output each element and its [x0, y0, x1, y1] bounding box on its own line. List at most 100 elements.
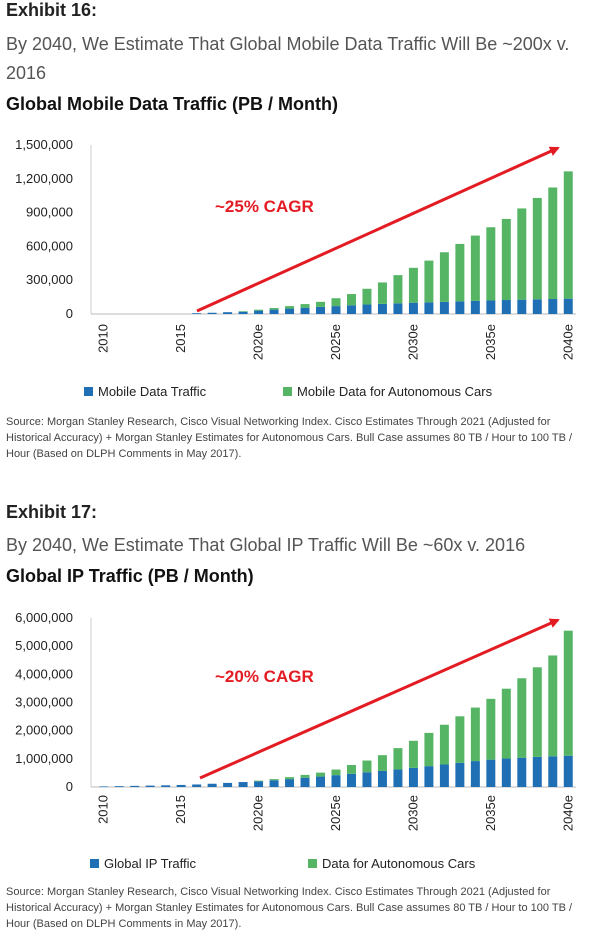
y-tick-label: 0 [66, 779, 73, 794]
bar-autonomous [300, 304, 310, 308]
exhibit-label: Exhibit 17: [6, 502, 98, 522]
bar-autonomous [501, 688, 511, 759]
x-tick-label: 2035e [483, 795, 498, 831]
bar-autonomous [377, 755, 387, 771]
exhibit-17: Exhibit 17: By 2040, We Estimate That Gl… [0, 470, 594, 935]
bar-traffic [207, 312, 217, 314]
y-tick-label: 300,000 [26, 272, 73, 287]
x-tick-label: 2040e [560, 795, 575, 831]
bar-autonomous [563, 171, 573, 299]
bar-traffic [114, 786, 124, 787]
bar-traffic [145, 785, 155, 787]
bar-autonomous [517, 678, 527, 758]
legend-label: Data for Autonomous Cars [322, 856, 476, 871]
bar-autonomous [517, 208, 527, 300]
cagr-annotation: ~25% CAGR [215, 197, 314, 216]
legend-swatch [308, 859, 317, 868]
mobile-data-traffic-chart: 0 300,000 600,000 900,000 1,200,000 1,500,000… [15, 137, 576, 399]
bar-traffic [470, 300, 480, 314]
bar-traffic [316, 306, 326, 314]
legend-label: Global IP Traffic [104, 856, 197, 871]
bar-autonomous [532, 667, 542, 757]
bar-traffic [548, 299, 558, 314]
bar-autonomous [316, 772, 326, 777]
legend-label: Mobile Data for Autonomous Cars [297, 384, 493, 399]
bar-autonomous [470, 235, 480, 301]
bar-traffic [439, 301, 449, 314]
bar-traffic [424, 302, 434, 314]
bar-autonomous [501, 218, 511, 301]
chart-title: Global Mobile Data Traffic (PB / Month) [6, 94, 339, 114]
bar-autonomous [331, 298, 341, 307]
bar-traffic [285, 308, 295, 314]
bar-traffic [316, 776, 326, 787]
bar-traffic [455, 301, 465, 314]
bar-traffic [223, 782, 233, 787]
source-note: Source: Morgan Stanley Research, Cisco V… [6, 886, 573, 930]
bar-traffic [393, 303, 403, 314]
bar-traffic [501, 758, 511, 787]
bar-autonomous [532, 197, 542, 300]
bar-traffic [331, 775, 341, 787]
bar-autonomous [254, 309, 264, 311]
bar-traffic [238, 782, 248, 787]
growth-arrow [199, 618, 560, 780]
bar-autonomous [563, 630, 573, 756]
bar-traffic [207, 783, 217, 787]
bar-traffic [346, 305, 356, 314]
x-tick-label: 2030e [405, 795, 420, 831]
y-tick-label: 1,000,000 [15, 751, 73, 766]
x-tick-label: 2030e [405, 324, 420, 360]
bar-traffic [517, 757, 527, 787]
x-tick-label: 2035e [483, 324, 498, 360]
legend-swatch [283, 387, 292, 396]
y-tick-label: 6,000,000 [15, 610, 73, 625]
bar-traffic [377, 303, 387, 314]
bar-autonomous [548, 655, 558, 757]
bar-traffic [455, 762, 465, 787]
bar-traffic [393, 769, 403, 787]
legend-swatch [84, 387, 93, 396]
bar-traffic [130, 785, 140, 787]
bar-traffic [517, 299, 527, 314]
bar-traffic [408, 767, 418, 787]
bar-traffic [408, 302, 418, 314]
bar-traffic [269, 780, 279, 787]
bar-autonomous [285, 777, 295, 780]
legend-swatch [90, 859, 99, 868]
bar-autonomous [346, 294, 356, 306]
bar-traffic [362, 304, 372, 314]
bar-autonomous [300, 774, 310, 778]
bar-autonomous [393, 275, 403, 304]
bar-autonomous [269, 308, 279, 310]
bar-autonomous [486, 698, 496, 760]
ip-traffic-chart: 0 1,000,000 2,000,000 3,000,000 4,000,000 5,0… [15, 610, 576, 871]
bar-traffic [99, 786, 109, 788]
x-tick-label: 2040e [560, 324, 575, 360]
bar-traffic [192, 784, 202, 787]
y-tick-label: 5,000,000 [15, 638, 73, 653]
bar-traffic [238, 311, 248, 314]
y-tick-label: 3,000,000 [15, 695, 73, 710]
bar-autonomous [408, 267, 418, 303]
exhibit-label: Exhibit 16: [6, 0, 98, 20]
bar-autonomous [269, 779, 279, 781]
bar-autonomous [455, 716, 465, 763]
y-tick-label: 600,000 [26, 238, 73, 253]
bar-traffic [424, 766, 434, 787]
bar-traffic [300, 307, 310, 314]
x-tick-label: 2010 [96, 795, 111, 824]
bar-autonomous [470, 707, 480, 762]
bar-autonomous [362, 760, 372, 773]
x-tick-label: 2025e [328, 324, 343, 360]
bar-traffic [470, 761, 480, 787]
bar-traffic [563, 755, 573, 787]
bar-autonomous [316, 301, 326, 307]
bar-autonomous [377, 282, 387, 304]
bar-autonomous [238, 311, 248, 312]
x-tick-label: 2010 [96, 324, 111, 353]
bar-traffic [331, 306, 341, 314]
legend-label: Mobile Data Traffic [98, 384, 207, 399]
bar-autonomous [486, 227, 496, 301]
bar-traffic [161, 785, 171, 787]
